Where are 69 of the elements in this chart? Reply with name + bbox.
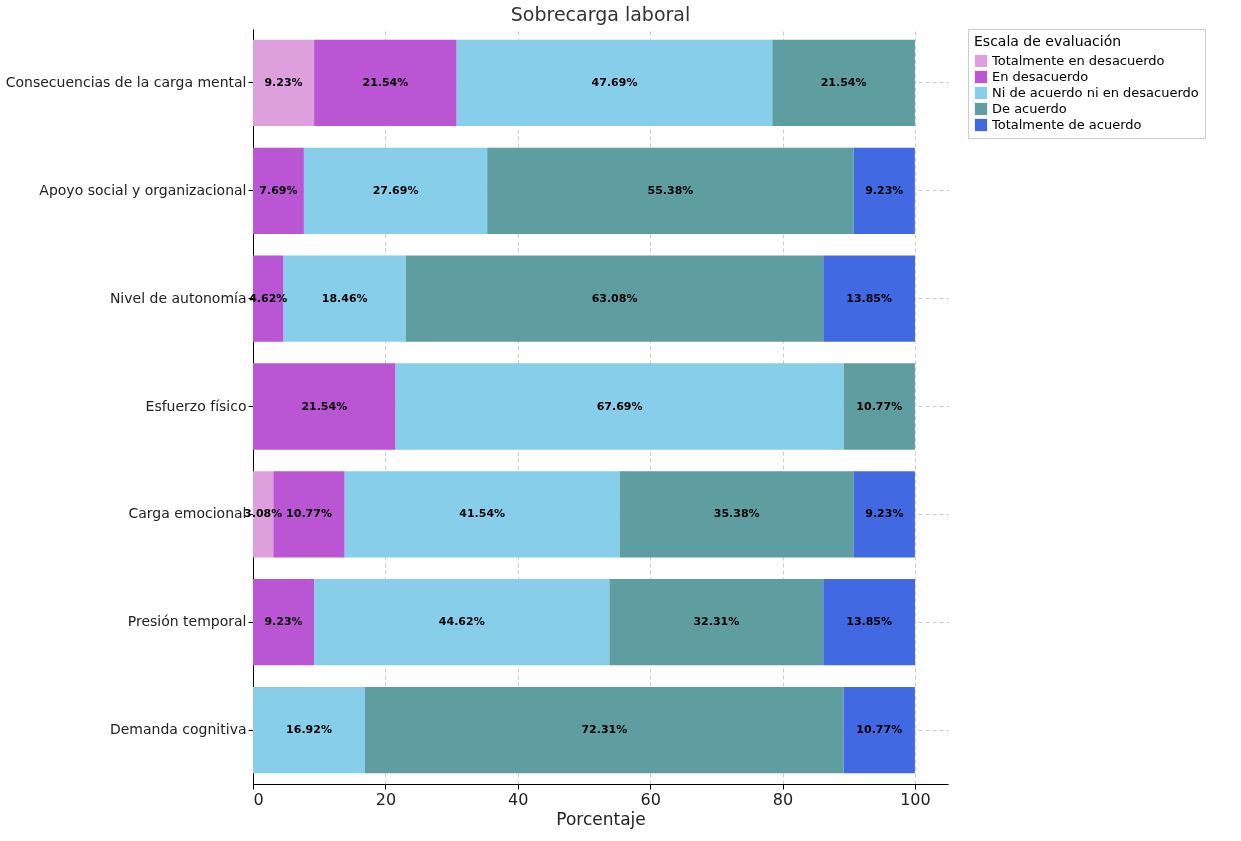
bar	[772, 39, 915, 127]
bar	[395, 363, 844, 450]
data-label: 7.69%	[259, 183, 298, 197]
legend-label: De acuerdo	[992, 101, 1067, 116]
data-label: 72.31%	[581, 723, 628, 737]
legend-label: Totalmente en desacuerdo	[991, 53, 1165, 68]
bar	[364, 686, 844, 774]
x-axis-title: Porcentaje	[556, 808, 646, 829]
bar	[314, 579, 610, 666]
data-label: 27.69%	[372, 183, 419, 197]
legend-label: Totalmente de acuerdo	[991, 117, 1142, 132]
data-label: 9.23%	[865, 507, 904, 521]
bar	[853, 471, 915, 558]
data-label: 35.38%	[713, 507, 760, 521]
y-tick-label: Nivel de autonomía	[109, 289, 247, 306]
data-label: 10.77%	[856, 723, 903, 737]
data-label: 9.23%	[264, 75, 303, 89]
bar	[303, 147, 488, 234]
legend-label: En desacuerdo	[992, 69, 1089, 84]
legend-label: Ni de acuerdo ni en desacuerdo	[992, 85, 1199, 100]
bar	[619, 471, 854, 558]
data-label: 21.54%	[820, 75, 867, 89]
data-label: 55.38%	[647, 183, 694, 197]
data-label: 18.46%	[321, 291, 368, 305]
bar	[853, 147, 915, 234]
bar	[843, 686, 915, 774]
x-tick-label: 80	[772, 789, 794, 809]
chart-title: Sobrecarga laboral	[510, 2, 691, 25]
bar	[253, 363, 396, 450]
bar	[253, 686, 365, 774]
data-label: 9.23%	[264, 615, 303, 629]
y-tick-label: Esfuerzo físico	[145, 397, 247, 414]
bar	[843, 363, 915, 450]
bar	[253, 147, 304, 234]
bar	[823, 255, 915, 342]
data-label: 63.08%	[591, 291, 638, 305]
x-tick-label: 20	[375, 789, 397, 809]
y-tick-label: Consecuencias de la carga mental	[5, 73, 247, 90]
x-tick-label: 100	[900, 789, 931, 809]
x-tick-label: 60	[640, 789, 661, 809]
data-label: 3.08%	[244, 507, 283, 521]
data-label: 21.54%	[362, 75, 409, 89]
data-label: 13.85%	[846, 291, 893, 305]
bar	[253, 579, 315, 666]
y-tick-label: Apoyo social y organizacional	[39, 181, 247, 198]
data-label: 9.23%	[865, 183, 904, 197]
bar	[253, 39, 315, 127]
data-label: 32.31%	[693, 615, 740, 629]
bar	[405, 255, 824, 342]
bar	[344, 471, 620, 558]
bar	[609, 579, 824, 666]
y-tick-label: Presión temporal	[127, 613, 247, 630]
x-tick-label: 0	[253, 789, 264, 809]
data-label: 10.77%	[856, 399, 903, 413]
data-label: 41.54%	[459, 507, 506, 521]
data-label: 13.85%	[846, 615, 893, 629]
bar	[456, 39, 773, 127]
data-label: 10.77%	[286, 507, 332, 521]
data-label: 16.92%	[286, 723, 332, 737]
legend-title: Escala de evaluación	[974, 33, 1122, 49]
data-label: 21.54%	[301, 399, 348, 413]
bar	[314, 39, 457, 127]
bar	[823, 579, 915, 666]
data-label: 44.62%	[438, 615, 485, 629]
bar	[487, 147, 854, 234]
y-tick-label: Demanda cognitiva	[109, 721, 247, 738]
data-label: 47.69%	[591, 75, 638, 89]
data-label: 67.69%	[596, 399, 643, 413]
x-tick-label: 40	[508, 789, 529, 809]
